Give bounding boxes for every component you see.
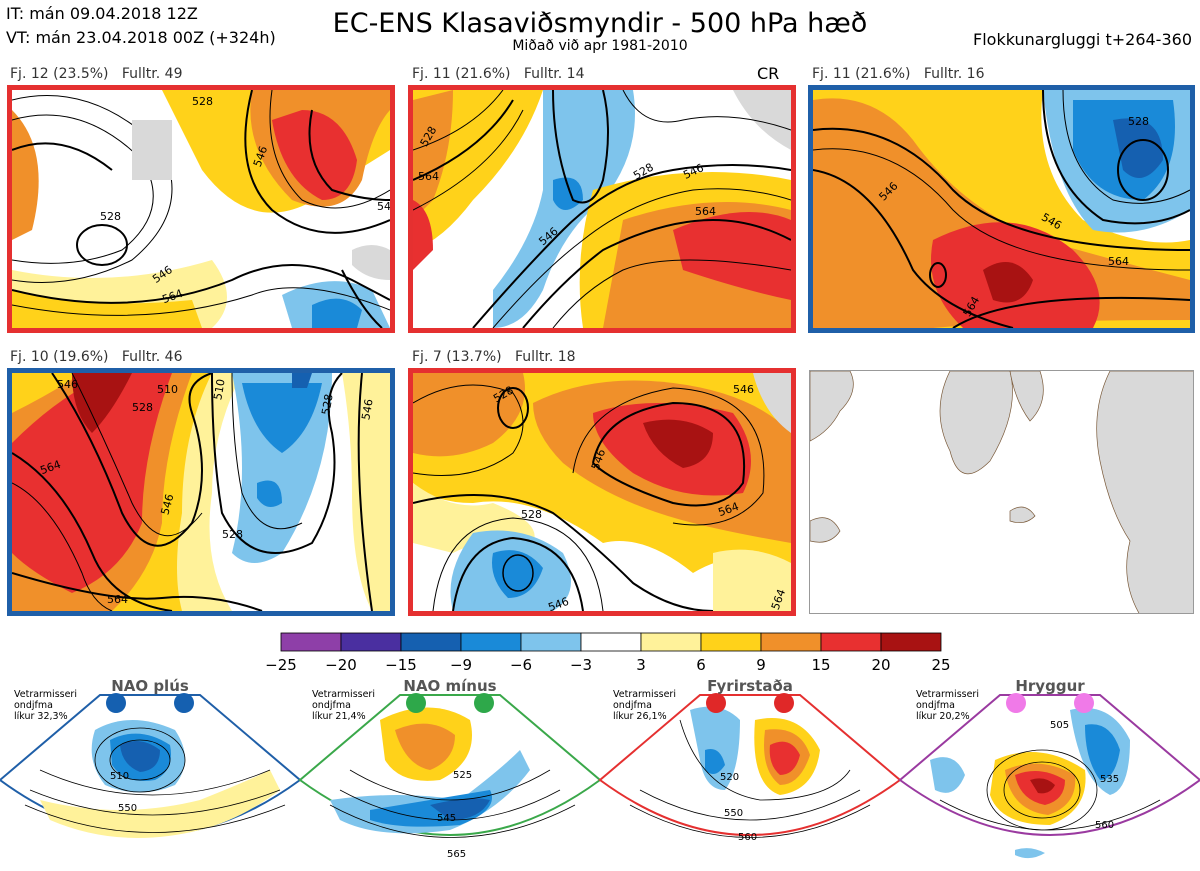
regime-indicator-dot [174,693,194,713]
colorbar-tick-label: 6 [696,656,706,674]
colorbar-tick-label: 25 [931,656,951,674]
contour-label: 528 [100,210,121,223]
colorbar-swatch [820,632,882,652]
colorbar-tick-label: 20 [871,656,891,674]
regime-indicator-dot [1006,693,1026,713]
cluster-2-map: 528 546 564 546 564 528 [408,85,796,333]
contour-label: 545 [437,813,457,824]
valid-time: VT: mán 23.04.2018 00Z (+324h) [6,28,276,47]
cluster-1-map: 528 546 546 564 546 528 [7,85,395,333]
cluster-1-label: Fj. 12 (23.5%) Fulltr. 49 [10,66,183,82]
init-time: IT: mán 09.04.2018 12Z [6,4,198,23]
regime-indicator-dot [406,693,426,713]
colorbar-swatch [880,632,942,652]
cluster-2-marker: CR [757,64,780,83]
regime-4-map [898,694,1200,859]
regime-1-map [0,694,302,838]
regime-3-map [598,694,902,838]
contour-label: 510 [110,771,130,782]
regime-1-title: NAO plús [111,677,189,695]
contour-label: 528 [222,528,243,541]
cluster-2-label: Fj. 11 (21.6%) Fulltr. 14 [412,66,585,82]
colorbar-swatch [460,632,522,652]
colorbar-tick-label: 3 [636,656,646,674]
contour-label: 510 [157,383,178,396]
contour-label: 528 [132,401,153,414]
contour-label: 528 [1128,115,1149,128]
regime-maps [0,694,1200,859]
cluster-4-label: Fj. 10 (19.6%) Fulltr. 46 [10,349,183,365]
colorbar-tick-label: −20 [325,656,357,674]
page-title: EC-ENS Klasaviðsmyndir - 500 hPa hæð [332,8,868,39]
contour-label: 525 [453,770,473,781]
regime-1-info: Vetrarmisseri ondjfma líkur 32,3% [14,689,77,722]
colorbar-swatch [340,632,402,652]
empty-basemap [809,370,1194,614]
contour-label: 565 [447,849,467,860]
colorbar-swatch [700,632,762,652]
contour-label: 564 [695,205,716,218]
colorbar-tick-label: −3 [569,656,593,674]
regime-indicator-dot [474,693,494,713]
contour-label: 520 [720,772,740,783]
colorbar-swatch [760,632,822,652]
colorbar-tick-label: 15 [811,656,831,674]
cluster-3-label: Fj. 11 (21.6%) Fulltr. 16 [812,66,985,82]
contour-label: 528 [521,508,542,521]
cluster-5-label: Fj. 7 (13.7%) Fulltr. 18 [412,349,576,365]
contour-label: 564 [1108,255,1129,268]
contour-label: 546 [57,378,78,391]
contour-label: 560 [1095,820,1115,831]
page-subtitle: Miðað við apr 1981-2010 [512,38,688,54]
regime-indicator-dot [706,693,726,713]
contour-label: 564 [418,170,439,183]
colorbar-swatch [640,632,702,652]
cluster-5-map: 546 528 546 564 528 546 564 [408,368,796,616]
contour-label: 505 [1050,720,1070,731]
contour-label: 535 [1100,774,1120,785]
regime-2-title: NAO mínus [403,677,497,695]
contour-label: 550 [118,803,138,814]
contour-label: 528 [192,95,213,108]
colorbar-tick-label: −9 [449,656,473,674]
regime-2-map [298,694,602,838]
colorbar-tick-label: −15 [385,656,417,674]
anomaly-colorbar [280,632,942,652]
regime-3-title: Fyrirstaða [707,677,793,695]
regime-4-info: Vetrarmisseri ondjfma líkur 20,2% [916,689,979,722]
contour-label: 546 [733,383,754,396]
colorbar-swatch [520,632,582,652]
regime-indicator-dot [106,693,126,713]
contour-label: 550 [724,808,744,819]
contour-label: 560 [738,832,758,843]
regime-indicator-dot [1074,693,1094,713]
colorbar-swatch [580,632,642,652]
contour-label: 564 [107,593,128,606]
regime-2-info: Vetrarmisseri ondjfma líkur 21,4% [312,689,375,722]
regime-3-info: Vetrarmisseri ondjfma líkur 26,1% [613,689,676,722]
regime-indicator-dot [774,693,794,713]
colorbar-tick-label: −6 [509,656,533,674]
colorbar-swatch [400,632,462,652]
cluster-4-map: 546 528 510 510 528 564 546 528 546 564 [7,368,395,616]
colorbar-swatch [280,632,342,652]
regime-4-title: Hryggur [1015,677,1085,695]
colorbar-tick-label: 9 [756,656,766,674]
colorbar-tick-label: −25 [265,656,297,674]
cluster-3-map: 528 546 546 564 564 [808,85,1195,333]
classification-window: Flokkunargluggi t+264-360 [973,30,1192,49]
contour-label: 546 [377,200,391,213]
